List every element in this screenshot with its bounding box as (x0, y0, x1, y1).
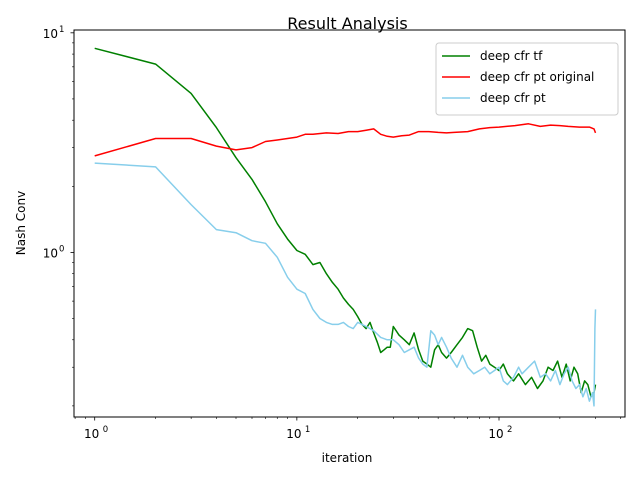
y-axis-label: Nash Conv (14, 191, 28, 255)
legend-label-2: deep cfr pt (480, 91, 546, 105)
x-tick-exponent: 2 (507, 425, 512, 435)
x-tick-label: 10 (286, 427, 301, 441)
x-tick-label: 10 (488, 427, 503, 441)
x-tick-exponent: 1 (305, 425, 310, 435)
y-tick-label: 10 (43, 27, 58, 41)
legend-label-0: deep cfr tf (480, 49, 543, 63)
plot-area (73, 29, 626, 418)
y-tick-exponent: 0 (59, 244, 64, 254)
series-layer (94, 47, 597, 407)
x-tick-exponent: 0 (103, 425, 108, 435)
legend: deep cfr tf deep cfr pt original deep cfr … (435, 42, 619, 116)
y-tick-label: 10 (43, 246, 58, 260)
legend-label-1: deep cfr pt original (480, 70, 594, 84)
x-axis-label: iteration (322, 451, 373, 465)
x-axis-ticks: 10 0 10 1 10 2 (74, 417, 622, 441)
x-tick-label: 10 (84, 427, 99, 441)
y-tick-exponent: 1 (59, 25, 64, 35)
series-line-2 (94, 162, 597, 407)
axes-frame (73, 29, 626, 418)
chart-title: Result Analysis (287, 14, 407, 33)
series-line-1 (94, 123, 597, 157)
series-line-0 (94, 47, 597, 398)
legend-box (435, 42, 619, 116)
